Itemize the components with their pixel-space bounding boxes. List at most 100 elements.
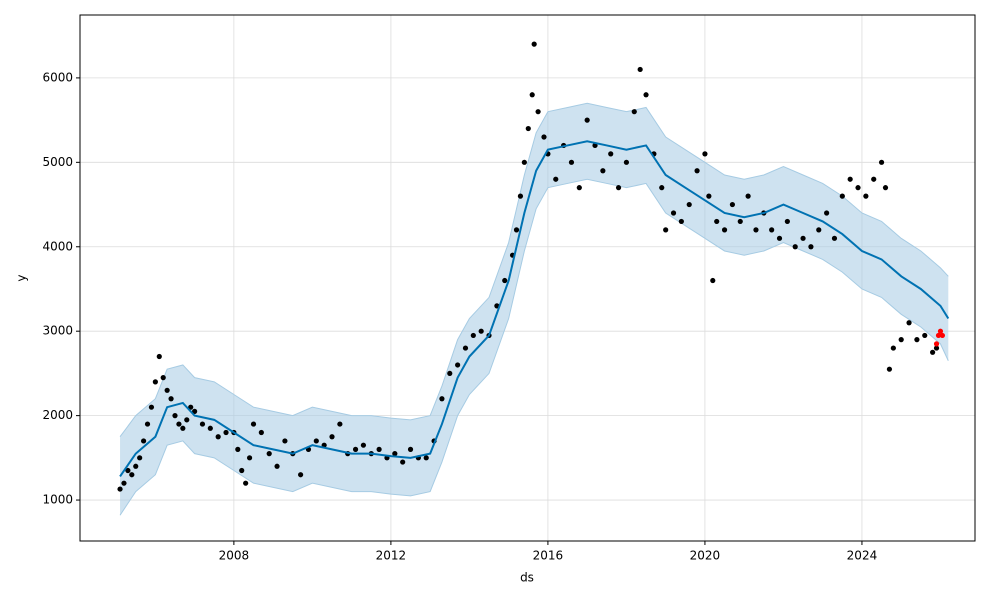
y-tick-label: 3000 — [42, 324, 73, 338]
observed-point — [541, 134, 547, 140]
observed-point — [600, 168, 606, 174]
band-edge — [119, 102, 949, 438]
observed-point — [729, 201, 736, 208]
observed-point — [553, 176, 559, 182]
observed-point — [663, 227, 669, 233]
observed-point — [584, 117, 590, 123]
observed-point — [180, 425, 186, 431]
observed-point — [235, 446, 241, 452]
observed-point — [176, 421, 182, 427]
observed-point — [337, 421, 343, 427]
observed-point — [164, 387, 170, 393]
observed-point — [631, 109, 637, 115]
observed-point — [274, 463, 280, 469]
observed-point — [455, 362, 461, 368]
observed-point — [529, 92, 535, 98]
observed-point — [148, 404, 155, 410]
observed-point — [863, 193, 869, 199]
observed-point — [199, 421, 206, 427]
observed-point — [137, 455, 143, 461]
observed-point — [568, 159, 575, 165]
observed-point — [930, 349, 936, 355]
y-tick-label: 6000 — [42, 70, 73, 84]
recent-point — [935, 332, 942, 339]
observed-point — [223, 429, 229, 436]
observed-point — [258, 429, 264, 436]
observed-point — [160, 375, 166, 381]
observed-point — [168, 396, 174, 402]
observed-point — [447, 370, 453, 377]
observed-point — [615, 185, 622, 191]
observed-point — [886, 366, 893, 372]
observed-point — [659, 185, 665, 191]
observed-point — [714, 218, 720, 225]
observed-point — [576, 185, 582, 191]
observed-point — [502, 277, 508, 284]
observed-point — [898, 337, 904, 343]
observed-point — [608, 151, 614, 157]
x-tick-label: 2016 — [533, 549, 564, 563]
observed-point — [513, 227, 520, 233]
observed-point — [839, 193, 845, 199]
observed-point — [156, 353, 162, 360]
observed-point — [535, 109, 541, 115]
observed-point — [407, 446, 414, 452]
plot-frame — [79, 14, 976, 542]
observed-point — [313, 438, 319, 444]
observed-point — [933, 345, 940, 351]
observed-point — [808, 244, 814, 250]
observed-point — [152, 379, 158, 385]
observed-point — [686, 201, 692, 208]
observed-point — [670, 210, 677, 216]
observed-point — [914, 337, 920, 343]
recent-point — [939, 332, 946, 339]
observed-point — [847, 176, 853, 182]
forecast-line — [119, 140, 950, 477]
observed-point — [890, 345, 896, 351]
y-tick-label: 4000 — [42, 239, 73, 253]
x-axis-label: ds — [520, 571, 534, 585]
x-tick-label: 2012 — [376, 549, 407, 563]
observed-point — [737, 218, 743, 225]
observed-point — [133, 463, 139, 469]
observed-point — [521, 159, 527, 165]
uncertainty-band — [120, 103, 949, 516]
observed-point — [250, 421, 257, 427]
x-tick-label: 2008 — [219, 549, 250, 563]
observed-point — [266, 451, 272, 457]
y-tick-label: 2000 — [42, 408, 73, 422]
observed-point — [882, 185, 889, 191]
observed-point — [243, 480, 249, 486]
observed-point — [721, 227, 728, 233]
observed-point — [129, 472, 135, 478]
observed-point — [800, 235, 806, 241]
observed-point — [172, 413, 178, 419]
observed-point — [478, 328, 484, 334]
recent-point — [937, 328, 944, 334]
band-edge — [119, 178, 949, 516]
x-tick-label: 2020 — [690, 549, 721, 563]
observed-point — [423, 455, 429, 461]
observed-point — [906, 320, 912, 326]
observed-point — [140, 438, 147, 444]
observed-point — [525, 125, 531, 132]
observed-point — [329, 434, 335, 440]
recent-point — [933, 341, 940, 347]
observed-point — [192, 408, 198, 414]
observed-point — [643, 92, 649, 98]
observed-point — [121, 480, 127, 486]
observed-point — [710, 277, 716, 284]
observed-point — [824, 210, 830, 216]
observed-point — [623, 159, 630, 165]
observed-point — [531, 41, 537, 47]
observed-point — [352, 446, 359, 452]
observed-point — [694, 168, 700, 174]
observed-point — [117, 486, 123, 492]
observed-point — [871, 176, 877, 182]
y-axis-label: y — [15, 274, 29, 281]
observed-point — [400, 459, 406, 465]
observed-point — [239, 467, 245, 474]
observed-point — [706, 193, 712, 199]
observed-point — [922, 332, 928, 339]
